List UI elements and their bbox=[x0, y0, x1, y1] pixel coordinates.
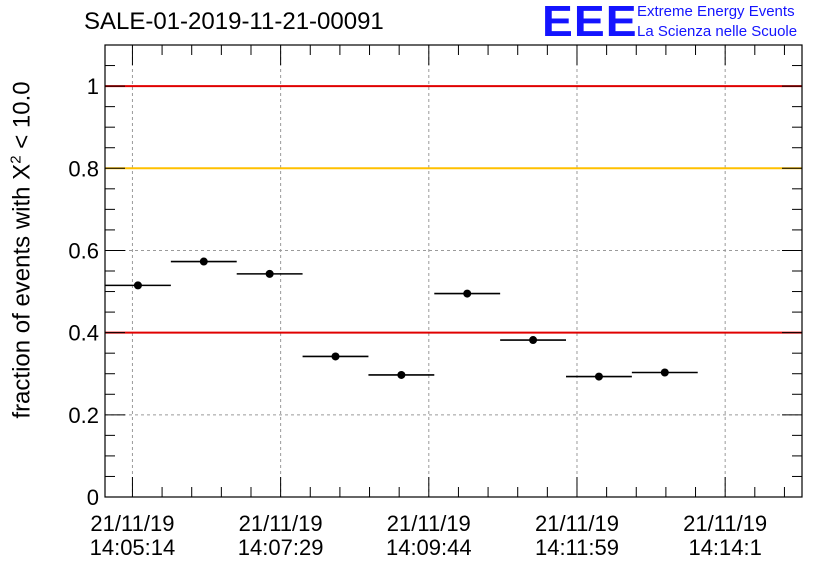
data-point-marker bbox=[463, 289, 472, 298]
tick-labels: 00.20.40.60.8121/11/1914:05:1421/11/1914… bbox=[68, 74, 767, 560]
x-tick-label-time: 14:14:1 bbox=[688, 535, 761, 560]
y-axis-label-prefix: fraction of events with bbox=[8, 179, 36, 419]
y-axis-label-superscript: 2 bbox=[7, 155, 25, 164]
x-tick-label-time: 14:09:44 bbox=[386, 535, 472, 560]
plot-border bbox=[104, 44, 803, 498]
data-point-marker bbox=[660, 368, 669, 377]
data-point-marker bbox=[529, 336, 538, 345]
data-points bbox=[105, 257, 698, 381]
x-tick-label-date: 21/11/19 bbox=[683, 511, 767, 536]
x-tick-label-date: 21/11/19 bbox=[239, 511, 323, 536]
data-point-marker bbox=[331, 352, 340, 361]
x-tick-label-time: 14:11:59 bbox=[535, 535, 619, 560]
data-point-marker bbox=[265, 269, 274, 278]
axis-ticks bbox=[105, 44, 802, 498]
x-tick-label-date: 21/11/19 bbox=[535, 511, 619, 536]
reference-lines bbox=[105, 85, 802, 334]
y-axis-label-suffix: < 10.0 bbox=[8, 81, 36, 156]
data-point-marker bbox=[133, 281, 142, 290]
x-tick-label-date: 21/11/19 bbox=[90, 511, 174, 536]
plot-frame bbox=[104, 44, 803, 498]
data-point-marker bbox=[594, 372, 603, 381]
data-point-marker bbox=[397, 370, 406, 379]
y-tick-label: 0.8 bbox=[68, 156, 99, 181]
logo-text-line1: Extreme Energy Events bbox=[637, 3, 795, 20]
x-tick-label-time: 14:07:29 bbox=[238, 535, 324, 560]
y-tick-label: 0.2 bbox=[68, 403, 99, 428]
eee-logo: EEE bbox=[542, 0, 638, 46]
data-point-marker bbox=[199, 257, 208, 266]
grid-layer bbox=[105, 45, 802, 497]
logo-text-line2: La Scienza nelle Scuole bbox=[637, 23, 798, 40]
y-tick-label: 1 bbox=[87, 74, 99, 99]
x-tick-label-time: 14:05:14 bbox=[90, 535, 176, 560]
y-tick-label: 0 bbox=[87, 485, 99, 510]
y-axis-label-symbol: X bbox=[8, 163, 36, 180]
y-tick-label: 0.6 bbox=[68, 238, 99, 263]
y-tick-label: 0.4 bbox=[68, 321, 99, 346]
x-tick-label-date: 21/11/19 bbox=[387, 511, 471, 536]
chart-title: SALE-01-2019-11-21-00091 bbox=[84, 8, 384, 35]
